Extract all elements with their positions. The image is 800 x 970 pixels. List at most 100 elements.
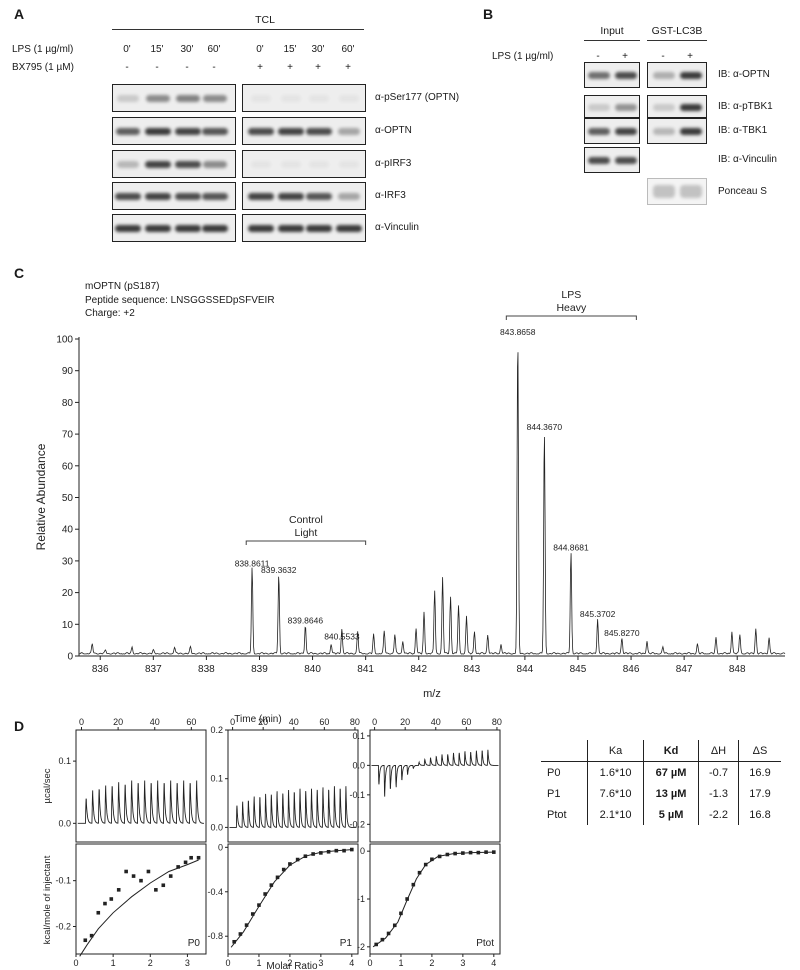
lps-sign: + [687, 51, 693, 62]
blot-band [588, 103, 610, 111]
blot-band [653, 128, 675, 135]
blot-band [615, 157, 637, 164]
blot-band [337, 193, 361, 200]
time-tick-label: 40 [150, 717, 160, 727]
itc-fit-curve [372, 851, 494, 948]
blot-band [175, 128, 201, 135]
y-tick-label: 60 [62, 461, 74, 472]
ratio-tick-label: 2 [287, 958, 292, 968]
bx795-sign: - [125, 62, 129, 73]
itc-data-point [183, 860, 188, 865]
time-axis-title: Time (min) [234, 714, 281, 725]
y-tick-label: 30 [62, 556, 74, 567]
blot-band [653, 72, 675, 79]
heat-tick-label: 0 [218, 842, 223, 852]
itc-raw-frame [227, 729, 359, 843]
blot-band [653, 185, 675, 198]
blot-band [175, 193, 201, 200]
power-tick-label: -0.2 [349, 819, 365, 829]
peak-label: 843.8658 [500, 327, 536, 337]
itc-plot-name: P1 [340, 938, 353, 949]
blot-optn-input [584, 62, 640, 88]
blot-band [308, 161, 330, 168]
itc-plots: Time (min) Molar Ratio µcal/sec kcal/mole o… [42, 714, 502, 970]
blot-band [248, 128, 274, 135]
itc-data-point [484, 850, 488, 854]
power-tick-label: 0.0 [58, 818, 71, 828]
itc-data-point [83, 938, 88, 943]
y-tick-label: 10 [62, 620, 74, 631]
lps-heavy-label-0: LPS [561, 289, 581, 301]
itc-data-point [238, 932, 243, 936]
blot-label-optn: α-OPTN [375, 125, 412, 136]
power-tick-label: 0.2 [210, 725, 223, 735]
itc-data-point [374, 942, 378, 947]
time-tick-label: 0 [372, 717, 377, 727]
peak-label: 840.5533 [324, 631, 360, 641]
table-cell: 67 µM [643, 761, 699, 783]
ratio-tick-label: 3 [318, 958, 323, 968]
blot-band [588, 72, 610, 79]
x-tick-label: 838 [198, 664, 215, 675]
blot-band [175, 225, 201, 232]
itc-data-point [423, 862, 428, 867]
blot-label-ponceau-s: Ponceau S [718, 185, 767, 197]
blot-band [115, 193, 141, 200]
peak-label: 845.3702 [580, 609, 616, 619]
x-tick-label: 839 [251, 664, 268, 675]
itc-data-point [263, 892, 267, 896]
itc-fit-curve [79, 859, 199, 957]
x-tick-label: 837 [145, 664, 162, 675]
bx795-sign: + [345, 62, 351, 73]
blot-label-pirf3: α-pIRF3 [375, 158, 412, 169]
itc-heat-frame [227, 843, 359, 955]
peak-label: 844.8681 [553, 543, 589, 553]
x-tick-label: 847 [676, 664, 693, 675]
time-tick-label: 60 [186, 717, 196, 727]
blot-optn-gst-lc3b [647, 62, 707, 88]
itc-data-point [326, 849, 331, 854]
blot-band [202, 225, 228, 232]
tcl-label: TCL [255, 14, 275, 26]
blot-band [336, 225, 362, 232]
blot-label-pser177-optn: α-pSer177 (OPTN) [375, 92, 460, 103]
table-cell: -1.3 [697, 783, 739, 804]
mass-spectrum-chart: 0 10 20 30 40 50 60 70 80 90 100 836 837 838 839 840 841… [34, 289, 786, 700]
itc-data-point [275, 875, 280, 880]
blot-vinculin-untreated [112, 214, 236, 242]
blot-band [306, 225, 332, 232]
bx795-sign: - [155, 62, 159, 73]
table-cell: 16.8 [737, 804, 781, 825]
ratio-tick-label: 0 [225, 958, 230, 968]
blot-band [117, 95, 139, 102]
table-cell: P1 [547, 787, 561, 800]
time-label: 0' [123, 44, 131, 55]
blot-ponceau-s-gst-lc3b [647, 178, 707, 205]
lps-row-label-a: LPS (1 µg/ml) [12, 44, 74, 55]
itc-data-point [139, 878, 143, 883]
time-label: 0' [256, 44, 264, 55]
table-cell: -2.2 [697, 804, 739, 825]
ratio-tick-label: 4 [349, 958, 354, 968]
lps-sign: + [622, 51, 628, 62]
blot-band [146, 95, 170, 102]
y-tick-label: 80 [62, 398, 74, 409]
blot-band [278, 193, 304, 200]
blot-band [615, 103, 637, 111]
ratio-tick-label: 3 [185, 958, 190, 968]
blot-band [306, 193, 332, 200]
itc-data-point [89, 933, 94, 938]
blot-tbk1-gst-lc3b [647, 118, 707, 144]
itc-data-point [461, 851, 465, 855]
itc-data-point [124, 869, 128, 874]
panel-d-label: D [14, 718, 25, 734]
itc-data-point [131, 874, 136, 878]
peak-label: 839.8646 [288, 615, 324, 625]
heat-tick-label: 0 [360, 846, 365, 856]
blot-label-vinculin: α-Vinculin [375, 222, 419, 233]
blot-band [145, 128, 171, 135]
itc-data-point [244, 923, 249, 927]
itc-data-point [311, 852, 315, 856]
blot-band [250, 161, 272, 168]
x-tick-label: 846 [623, 664, 640, 675]
